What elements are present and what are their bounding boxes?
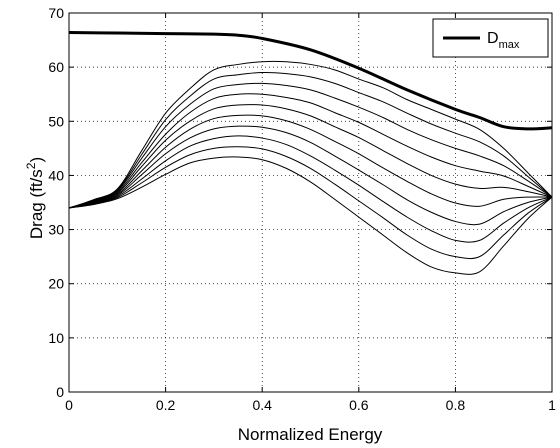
y-axis-label: Drag (ft/s2) <box>24 157 46 239</box>
grid <box>69 13 552 392</box>
y-tick-label: 10 <box>48 330 64 346</box>
y-tick-label: 20 <box>48 276 64 292</box>
y-axis-label-base: Drag (ft/s <box>27 169 46 239</box>
drag-profile-line-7 <box>68 125 553 226</box>
legend-label-dmax: Dmax <box>487 30 520 51</box>
ticks <box>68 12 553 393</box>
x-tick-label: 0.4 <box>252 397 272 413</box>
drag-profile-line-3 <box>68 82 553 209</box>
x-tick-label: 1 <box>548 397 556 413</box>
x-tick-labels: 0 0.2 0.4 0.6 0.8 1 <box>65 397 556 413</box>
y-tick-label: 40 <box>48 167 64 183</box>
y-tick-label: 70 <box>48 5 64 21</box>
legend: Dmax <box>432 18 549 58</box>
drag-profile-line-10 <box>68 156 553 275</box>
legend-label-main: D <box>487 30 499 47</box>
y-tick-label: 0 <box>56 384 64 400</box>
x-axis-label: Normalized Energy <box>238 425 383 444</box>
x-tick-label: 0.2 <box>156 397 176 413</box>
y-tick-label: 30 <box>48 222 64 238</box>
y-axis-label-sup: 2 <box>24 162 38 169</box>
drag-profile-line-5 <box>68 104 553 209</box>
drag-profile-line-6 <box>68 114 553 209</box>
y-tick-labels: 0 10 20 30 40 50 60 70 <box>48 5 64 400</box>
dmax-line <box>68 30 553 131</box>
drag-profile-line-1 <box>68 60 553 209</box>
drag-profile-line-4 <box>68 93 553 209</box>
plot-frame <box>68 12 553 393</box>
drag-profile-line-2 <box>68 72 553 209</box>
legend-label-sub: max <box>499 39 520 51</box>
y-axis-label-close: ) <box>27 157 46 163</box>
x-tick-label: 0.8 <box>446 397 466 413</box>
y-tick-label: 50 <box>48 113 64 129</box>
x-tick-label: 0.6 <box>349 397 369 413</box>
drag-profile-line-8 <box>68 135 553 243</box>
series-group <box>68 30 553 275</box>
y-tick-label: 60 <box>48 59 64 75</box>
drag-profile-line-9 <box>68 146 553 260</box>
x-tick-label: 0 <box>65 397 73 413</box>
